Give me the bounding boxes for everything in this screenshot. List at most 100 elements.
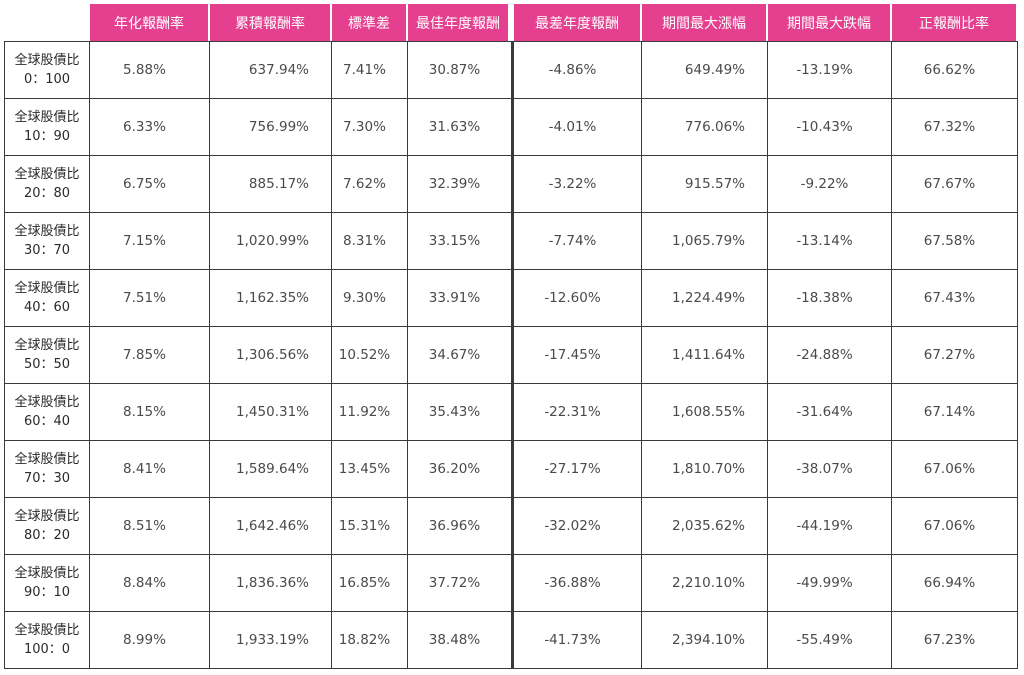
column-header: 正報酬比率 [892,4,1018,41]
table-cell: 9.30% [332,270,408,327]
table-cell: 11.92% [332,384,408,441]
table-cell: 67.23% [892,612,1018,669]
table-cell: 8.84% [90,555,210,612]
table-cell: 1,020.99% [210,213,332,270]
row-label-line: 40：60 [23,300,71,315]
table-cell: 34.67% [408,327,514,384]
table-cell: 67.32% [892,99,1018,156]
table-cell: 7.15% [90,213,210,270]
row-label-line: 全球股債比 [14,53,80,68]
row-label: 全球股債比 40：60 [4,270,90,327]
table-row: 全球股債比 40：60 7.51% 1,162.35% 9.30% 33.91% -12.6… [4,270,1018,327]
table-cell: -44.19% [768,498,892,555]
table-cell: -41.73% [514,612,642,669]
table-cell: 2,035.62% [642,498,768,555]
table-cell: -32.02% [514,498,642,555]
row-label: 全球股債比 10：90 [4,99,90,156]
table-cell: -55.49% [768,612,892,669]
table-row: 全球股債比 50：50 7.85% 1,306.56% 10.52% 34.67% -17.… [4,327,1018,384]
table-cell: -13.14% [768,213,892,270]
table-cell: -10.43% [768,99,892,156]
table-cell: 7.51% [90,270,210,327]
table-row: 全球股債比 30：70 7.15% 1,020.99% 8.31% 33.15% -7.74… [4,213,1018,270]
table-cell: 31.63% [408,99,514,156]
row-label: 全球股債比 20：80 [4,156,90,213]
row-label-line: 全球股債比 [14,452,80,467]
table-cell: 1,608.55% [642,384,768,441]
table-cell: 1,589.64% [210,441,332,498]
table-row: 全球股債比 90：10 8.84% 1,836.36% 16.85% 37.72% -36.… [4,555,1018,612]
column-header: 累積報酬率 [210,4,332,41]
table-cell: 1,411.64% [642,327,768,384]
table-cell: 13.45% [332,441,408,498]
column-header: 期間最大漲幅 [642,4,768,41]
table-cell: 66.94% [892,555,1018,612]
row-label: 全球股債比 60：40 [4,384,90,441]
row-label: 全球股債比 100：0 [4,612,90,669]
table-cell: 36.20% [408,441,514,498]
row-label-line: 80：20 [23,528,71,543]
table-cell: 1,933.19% [210,612,332,669]
row-label-line: 全球股債比 [14,566,80,581]
row-label-line: 全球股債比 [14,338,80,353]
row-label: 全球股債比 0：100 [4,41,90,99]
table-cell: -36.88% [514,555,642,612]
table-cell: 8.99% [90,612,210,669]
table-cell: 8.51% [90,498,210,555]
table-cell: 649.49% [642,41,768,99]
table-cell: 5.88% [90,41,210,99]
table-cell: 67.43% [892,270,1018,327]
table-cell: 66.62% [892,41,1018,99]
table-cell: -18.38% [768,270,892,327]
table-cell: -3.22% [514,156,642,213]
table-cell: 36.96% [408,498,514,555]
table-cell: 38.48% [408,612,514,669]
table-cell: 885.17% [210,156,332,213]
column-header: 最佳年度報酬 [408,4,514,41]
row-label-line: 全球股債比 [14,224,80,239]
row-label-line: 全球股債比 [14,509,80,524]
table-cell: -4.86% [514,41,642,99]
table-cell: 2,394.10% [642,612,768,669]
table-cell: 1,810.70% [642,441,768,498]
table-cell: -24.88% [768,327,892,384]
row-label-line: 50：50 [23,357,71,372]
table-cell: -13.19% [768,41,892,99]
table-cell: 1,162.35% [210,270,332,327]
table-cell: 915.57% [642,156,768,213]
table-row: 全球股債比 80：20 8.51% 1,642.46% 15.31% 36.96% -32.… [4,498,1018,555]
table-cell: 33.15% [408,213,514,270]
table-cell: 67.06% [892,498,1018,555]
row-label-line: 100：0 [23,642,71,657]
table-cell: 32.39% [408,156,514,213]
table-cell: 7.85% [90,327,210,384]
table-row: 全球股債比 100：0 8.99% 1,933.19% 18.82% 38.48% -41.… [4,612,1018,669]
header-row: 年化報酬率 累積報酬率 標準差 最佳年度報酬 最差年度報酬 期間最大漲幅 期間最大跌幅 正報酬… [4,4,1018,41]
table-cell: -31.64% [768,384,892,441]
row-label: 全球股債比 80：20 [4,498,90,555]
row-label-line: 全球股債比 [14,110,80,125]
table-cell: 1,065.79% [642,213,768,270]
table-cell: 18.82% [332,612,408,669]
table-header: 年化報酬率 累積報酬率 標準差 最佳年度報酬 最差年度報酬 期間最大漲幅 期間最大跌幅 正報酬… [4,4,1018,41]
table-cell: -4.01% [514,99,642,156]
table-cell: 1,836.36% [210,555,332,612]
table-cell: 67.14% [892,384,1018,441]
table-cell: 6.75% [90,156,210,213]
table-cell: 7.30% [332,99,408,156]
column-header: 期間最大跌幅 [768,4,892,41]
table-cell: 756.99% [210,99,332,156]
table-row: 全球股債比 10：90 6.33% 756.99% 7.30% 31.63% -4.01% 7… [4,99,1018,156]
row-label-line: 90：10 [23,585,71,600]
table-cell: 35.43% [408,384,514,441]
table-cell: -38.07% [768,441,892,498]
table-cell: -12.60% [514,270,642,327]
table-cell: -22.31% [514,384,642,441]
table-cell: 1,450.31% [210,384,332,441]
portfolio-stats-table: 年化報酬率 累積報酬率 標準差 最佳年度報酬 最差年度報酬 期間最大漲幅 期間最大跌幅 正報酬… [4,4,1018,669]
row-label-line: 60：40 [23,414,71,429]
table-row: 全球股債比 0：100 5.88% 637.94% 7.41% 30.87% -4.86% 6… [4,41,1018,99]
table-cell: 30.87% [408,41,514,99]
table-cell: 16.85% [332,555,408,612]
